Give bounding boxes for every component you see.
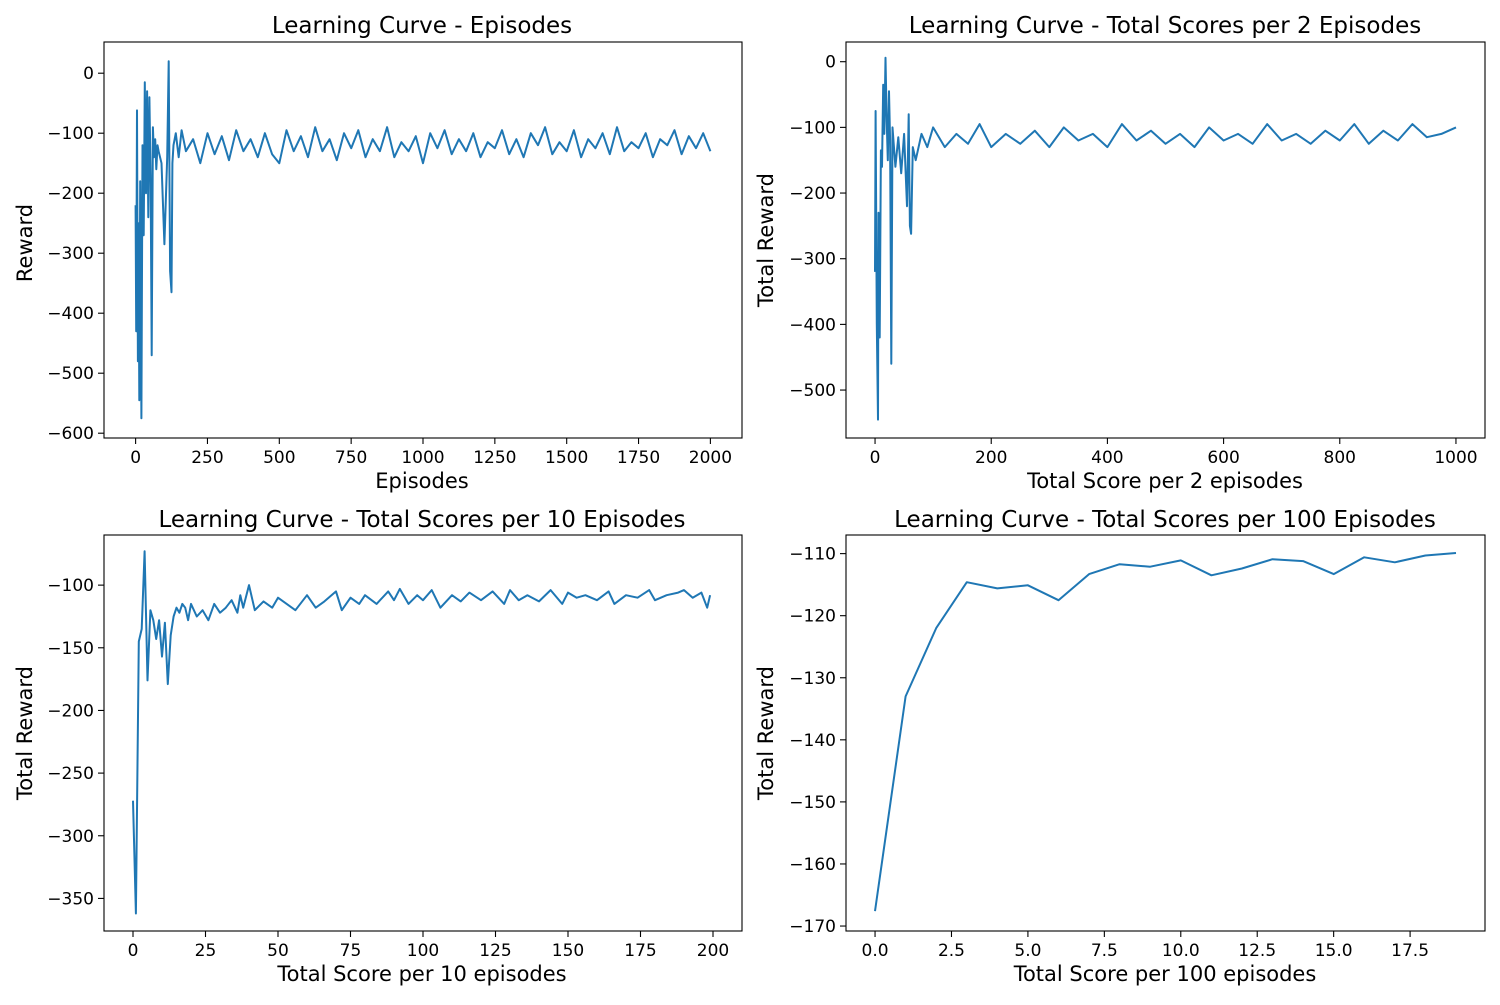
y-tick-label: −100 xyxy=(789,118,836,138)
x-tick-label: 5.0 xyxy=(1014,941,1041,961)
y-tick-label: −200 xyxy=(789,184,836,204)
y-tick-label: −300 xyxy=(47,244,94,264)
y-tick-label: −300 xyxy=(789,250,836,270)
y-axis-label: Total Reward xyxy=(754,666,778,801)
x-axis-label: Total Score per 100 episodes xyxy=(1013,962,1317,986)
y-tick-label: −500 xyxy=(47,364,94,384)
chart-title: Learning Curve - Episodes xyxy=(272,13,572,39)
x-tick-label: 125 xyxy=(479,941,511,961)
y-tick-label: −200 xyxy=(47,701,94,721)
y-tick-label: −110 xyxy=(789,545,836,565)
y-tick-label: −120 xyxy=(789,607,836,627)
x-tick-label: 100 xyxy=(407,941,439,961)
x-tick-label: 1750 xyxy=(617,448,660,468)
x-tick-label: 75 xyxy=(340,941,362,961)
chart-scores-per-2-episodes: Learning Curve - Total Scores per 2 Epis… xyxy=(754,13,1486,493)
x-tick-label: 1000 xyxy=(1434,448,1477,468)
y-tick-label: −140 xyxy=(789,731,836,751)
x-tick-label: 250 xyxy=(191,448,223,468)
chart-title: Learning Curve - Total Scores per 100 Ep… xyxy=(894,507,1436,533)
y-tick-label: −130 xyxy=(789,669,836,689)
chart-title: Learning Curve - Total Scores per 2 Epis… xyxy=(909,13,1421,39)
chart-scores-per-10-episodes: Learning Curve - Total Scores per 10 Epi… xyxy=(13,507,743,986)
x-tick-label: 50 xyxy=(267,941,289,961)
x-tick-label: 0 xyxy=(130,448,141,468)
y-tick-label: −170 xyxy=(789,917,836,937)
y-tick-label: −250 xyxy=(47,764,94,784)
x-tick-label: 175 xyxy=(624,941,656,961)
chart-episodes: Learning Curve - Episodes Episodes Rewar… xyxy=(13,13,743,493)
x-tick-label: 0 xyxy=(128,941,139,961)
y-axis-label: Total Reward xyxy=(13,666,37,801)
y-tick-label: −200 xyxy=(47,184,94,204)
y-tick-label: −100 xyxy=(47,124,94,144)
x-tick-label: 2.5 xyxy=(938,941,965,961)
x-tick-label: 600 xyxy=(1207,448,1239,468)
x-tick-label: 400 xyxy=(1091,448,1123,468)
x-tick-label: 500 xyxy=(263,448,295,468)
x-tick-label: 0 xyxy=(870,448,881,468)
x-tick-label: 750 xyxy=(335,448,367,468)
x-axis-label: Episodes xyxy=(375,469,468,493)
plot-frame xyxy=(845,41,1486,439)
x-tick-label: 200 xyxy=(975,448,1007,468)
y-tick-label: −150 xyxy=(47,639,94,659)
chart-scores-per-100-episodes: Learning Curve - Total Scores per 100 Ep… xyxy=(754,507,1486,986)
x-tick-label: 1000 xyxy=(401,448,444,468)
plot-frame xyxy=(845,534,1486,932)
x-tick-label: 7.5 xyxy=(1091,941,1118,961)
x-tick-label: 12.5 xyxy=(1238,941,1276,961)
x-tick-label: 25 xyxy=(195,941,217,961)
x-tick-label: 10.0 xyxy=(1162,941,1200,961)
x-tick-label: 2000 xyxy=(689,448,732,468)
y-tick-label: −600 xyxy=(47,424,94,444)
y-tick-label: 0 xyxy=(825,53,836,73)
x-tick-label: 800 xyxy=(1324,448,1356,468)
x-tick-label: 200 xyxy=(697,941,729,961)
series-line xyxy=(874,552,1457,912)
x-axis-label: Total Score per 2 episodes xyxy=(1026,469,1303,493)
x-axis-label: Total Score per 10 episodes xyxy=(276,962,566,986)
y-tick-label: −150 xyxy=(789,793,836,813)
y-tick-label: −500 xyxy=(789,381,836,401)
x-tick-label: 1250 xyxy=(473,448,516,468)
y-axis-label: Reward xyxy=(13,204,37,282)
y-tick-label: 0 xyxy=(83,64,94,84)
chart-title: Learning Curve - Total Scores per 10 Epi… xyxy=(158,507,685,533)
x-tick-label: 17.5 xyxy=(1391,941,1429,961)
x-tick-label: 15.0 xyxy=(1315,941,1353,961)
series-line xyxy=(134,60,712,420)
y-tick-label: −300 xyxy=(47,827,94,847)
y-tick-label: −400 xyxy=(47,304,94,324)
y-tick-label: −100 xyxy=(47,576,94,596)
y-tick-label: −350 xyxy=(47,889,94,909)
series-line xyxy=(874,56,1457,421)
y-axis-label: Total Reward xyxy=(754,173,778,308)
y-tick-label: −160 xyxy=(789,855,836,875)
x-tick-label: 1500 xyxy=(545,448,588,468)
x-tick-label: 150 xyxy=(552,941,584,961)
y-tick-label: −400 xyxy=(789,315,836,335)
x-tick-label: 0.0 xyxy=(862,941,889,961)
series-line xyxy=(132,550,712,915)
